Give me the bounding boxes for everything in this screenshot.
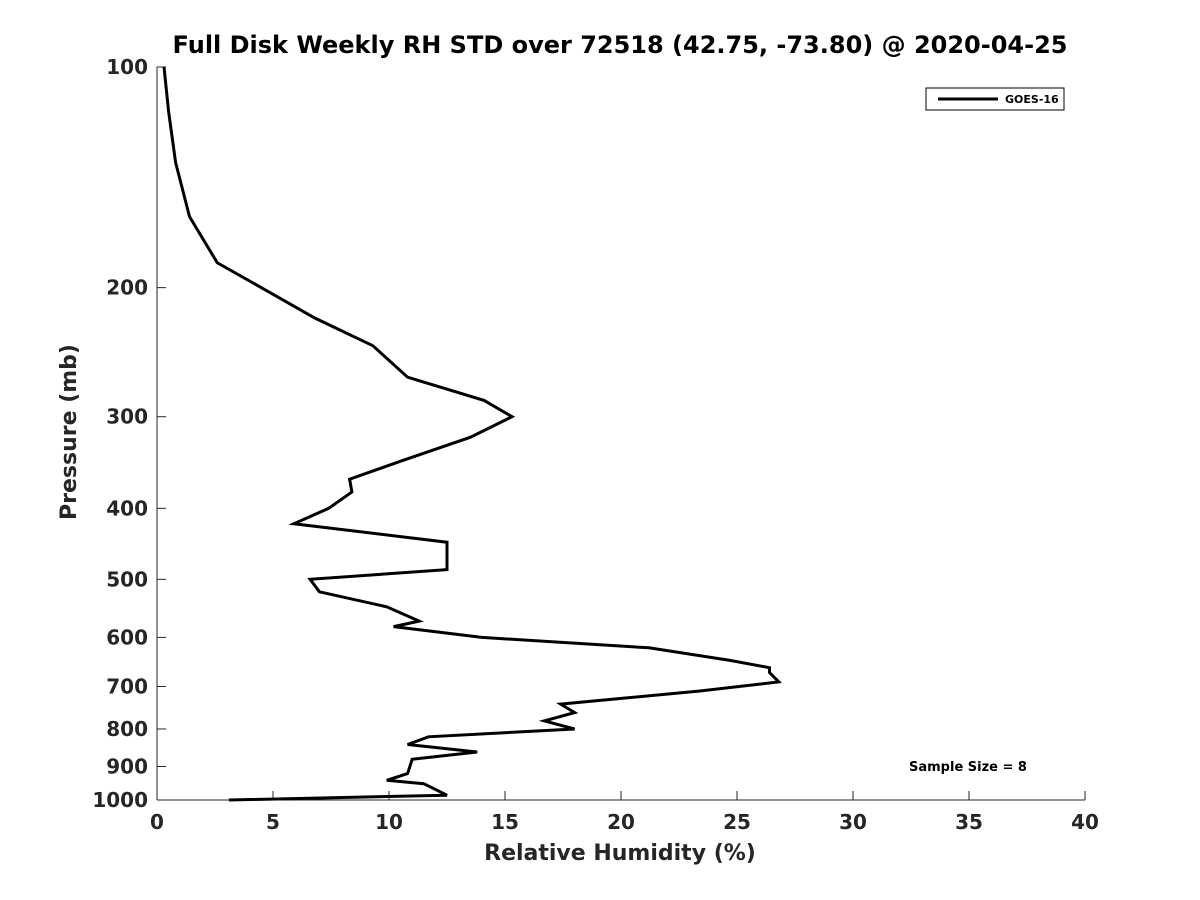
y-tick-label: 500 — [106, 567, 148, 591]
y-tick-label: 700 — [106, 674, 148, 698]
legend-label: GOES-16 — [1005, 93, 1059, 106]
sample-size-annotation: Sample Size = 8 — [909, 760, 1027, 775]
y-tick-label: 800 — [106, 717, 148, 741]
legend: GOES-16 — [925, 87, 1065, 111]
y-tick-label: 1000 — [92, 788, 148, 812]
x-tick-label: 20 — [607, 810, 635, 834]
y-tick-label: 900 — [106, 754, 148, 778]
y-tick-label: 100 — [106, 55, 148, 79]
x-tick-label: 5 — [266, 810, 280, 834]
y-tick-label: 400 — [106, 496, 148, 520]
x-tick-label: 30 — [839, 810, 867, 834]
y-tick-label: 600 — [106, 625, 148, 649]
y-tick-label: 300 — [106, 405, 148, 429]
x-tick-label: 35 — [955, 810, 983, 834]
axes: 0 5 10 15 20 25 30 35 40 100 200 300 400 500 600 700 800… — [92, 55, 1099, 834]
chart-title: Full Disk Weekly RH STD over 72518 (42.7… — [173, 31, 1068, 59]
x-tick-label: 25 — [723, 810, 751, 834]
x-tick-label: 0 — [150, 810, 164, 834]
x-tick-label: 40 — [1071, 810, 1099, 834]
series-line-goes-16 — [162, 66, 783, 802]
x-tick-label: 15 — [491, 810, 519, 834]
x-axis-label: Relative Humidity (%) — [484, 841, 756, 866]
y-axis-label: Pressure (mb) — [57, 344, 82, 520]
series-layer — [162, 66, 783, 802]
y-tick-label: 200 — [106, 276, 148, 300]
x-tick-label: 10 — [375, 810, 403, 834]
